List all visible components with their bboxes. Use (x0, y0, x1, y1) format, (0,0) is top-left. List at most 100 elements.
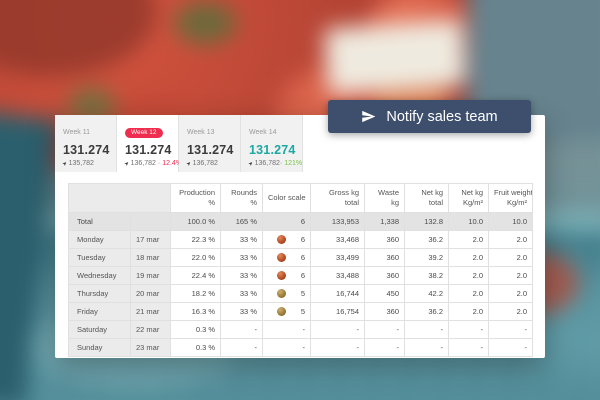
header-day (68, 183, 171, 213)
cell-net-total: - (404, 320, 449, 339)
cell-date: 20 mar (130, 284, 171, 303)
cell-net-total: - (404, 338, 449, 357)
cell-rounds: - (220, 338, 263, 357)
cell-net-kgm2: 2.0 (448, 248, 489, 267)
cell-day: Sunday (68, 338, 131, 357)
tab-delta: 121% (284, 160, 303, 167)
header-rounds: Rounds% (220, 183, 263, 213)
cell-production: 0.3 % (170, 320, 221, 339)
cell-color-scale: 5 (262, 302, 311, 321)
production-table: Production% Rounds% Color scale Gross kg… (68, 183, 533, 357)
cell-day: Monday (68, 230, 131, 249)
cell-rounds: 33 % (220, 266, 263, 285)
cell-rounds: 33 % (220, 230, 263, 249)
table-row: Saturday 22 mar 0.3 % - - - - - - - (68, 320, 533, 339)
cell-net-kgm2: 2.0 (448, 230, 489, 249)
cell-rounds: 33 % (220, 302, 263, 321)
cell-net-total: 38.2 (404, 266, 449, 285)
tab-value: 131.274 (125, 143, 172, 157)
cell-gross: 133,953 (310, 212, 365, 231)
production-table-body: Total 100.0 % 165 % 6 133,953 1,338 132.8 10.0 1… (68, 212, 533, 357)
tomato-icon (277, 271, 286, 280)
tomato-icon (277, 235, 286, 244)
cell-date: 17 mar (130, 230, 171, 249)
cell-day: Tuesday (68, 248, 131, 267)
tab-subvalue: 136,782 (130, 160, 156, 167)
cell-net-kgm2: - (448, 320, 489, 339)
cell-date (130, 212, 171, 231)
table-row: Monday 17 mar 22.3 % 33 % 6 33,468 360 36.2 2.0 2… (68, 230, 533, 249)
tab-week-14[interactable]: Week 14 131.274 ➤136,782· 121% (241, 115, 303, 172)
cell-net-kgm2: - (448, 338, 489, 357)
cell-fruit-weight: 10.0 (488, 212, 533, 231)
table-header-row: Production% Rounds% Color scale Gross kg… (68, 183, 533, 213)
cell-color-scale: - (262, 338, 311, 357)
cell-rounds: - (220, 320, 263, 339)
cell-production: 22.4 % (170, 266, 221, 285)
cell-net-total: 39.2 (404, 248, 449, 267)
cell-fruit-weight: 2.0 (488, 230, 533, 249)
cell-color-scale: 6 (262, 212, 311, 231)
cell-waste: 360 (364, 266, 405, 285)
notify-button-label: Notify sales team (386, 108, 498, 125)
cell-color-scale: 6 (262, 248, 311, 267)
table-row: Friday 21 mar 16.3 % 33 % 5 16,754 360 36.2 2.0 2… (68, 302, 533, 321)
cell-fruit-weight: 2.0 (488, 284, 533, 303)
cell-net-kgm2: 2.0 (448, 302, 489, 321)
cell-waste: 450 (364, 284, 405, 303)
cell-production: 22.3 % (170, 230, 221, 249)
table-row-total: Total 100.0 % 165 % 6 133,953 1,338 132.8 10.0 1… (68, 212, 533, 231)
table-row: Wednesday 19 mar 22.4 % 33 % 6 33,488 360 38.2 2… (68, 266, 533, 285)
cell-net-total: 42.2 (404, 284, 449, 303)
cell-waste: 1,338 (364, 212, 405, 231)
cell-gross: 16,754 (310, 302, 365, 321)
cell-rounds: 33 % (220, 248, 263, 267)
tomato-icon (277, 289, 286, 298)
header-net-kg-m2: Net kg Kg/m² (448, 183, 489, 213)
notify-sales-team-button[interactable]: Notify sales team (328, 100, 531, 133)
cell-date: 18 mar (130, 248, 171, 267)
cell-gross: 33,499 (310, 248, 365, 267)
tab-subvalue: 135,782 (68, 160, 94, 167)
cell-production: 100.0 % (170, 212, 221, 231)
cell-net-kgm2: 10.0 (448, 212, 489, 231)
cell-rounds: 165 % (220, 212, 263, 231)
tab-week-13[interactable]: Week 13 131.274 ➤136,782 (179, 115, 241, 172)
dashboard-card: Week 11 131.274 ➤135,782 Week 12 131.274… (55, 115, 545, 358)
cell-day: Saturday (68, 320, 131, 339)
cell-gross: - (310, 338, 365, 357)
cell-day: Total (68, 212, 131, 231)
cell-date: 22 mar (130, 320, 171, 339)
cell-net-total: 36.2 (404, 302, 449, 321)
cell-gross: 33,468 (310, 230, 365, 249)
cell-rounds: 33 % (220, 284, 263, 303)
tomato-icon (277, 253, 286, 262)
cell-net-kgm2: 2.0 (448, 266, 489, 285)
cell-gross: - (310, 320, 365, 339)
week-tabs: Week 11 131.274 ➤135,782 Week 12 131.274… (55, 115, 303, 172)
table-row: Sunday 23 mar 0.3 % - - - - - - - (68, 338, 533, 357)
cell-day: Friday (68, 302, 131, 321)
header-fruit-weight: Fruit weight Kg/m² (488, 183, 533, 213)
cell-color-scale: 6 (262, 230, 311, 249)
header-net-kg-total: Net kg total (404, 183, 449, 213)
cell-waste: 360 (364, 230, 405, 249)
cell-production: 18.2 % (170, 284, 221, 303)
tab-value: 131.274 (249, 143, 296, 157)
cell-date: 23 mar (130, 338, 171, 357)
cell-date: 21 mar (130, 302, 171, 321)
tab-week-12[interactable]: Week 12 131.274 ➤136,782 · 12.4% (117, 115, 183, 172)
cell-production: 0.3 % (170, 338, 221, 357)
tab-subvalue: 136,782· (254, 160, 283, 167)
cell-gross: 16,744 (310, 284, 365, 303)
tomato-icon (277, 307, 286, 316)
tab-delta: · 12.4% (157, 160, 183, 167)
tab-week-11[interactable]: Week 11 131.274 ➤135,782 (55, 115, 117, 172)
selected-week-pill: Week 12 (125, 127, 163, 138)
cell-color-scale: 6 (262, 266, 311, 285)
cell-net-kgm2: 2.0 (448, 284, 489, 303)
cell-date: 19 mar (130, 266, 171, 285)
tab-value: 131.274 (63, 143, 110, 157)
cell-day: Wednesday (68, 266, 131, 285)
table-row: Tuesday 18 mar 22.0 % 33 % 6 33,499 360 39.2 2.0… (68, 248, 533, 267)
